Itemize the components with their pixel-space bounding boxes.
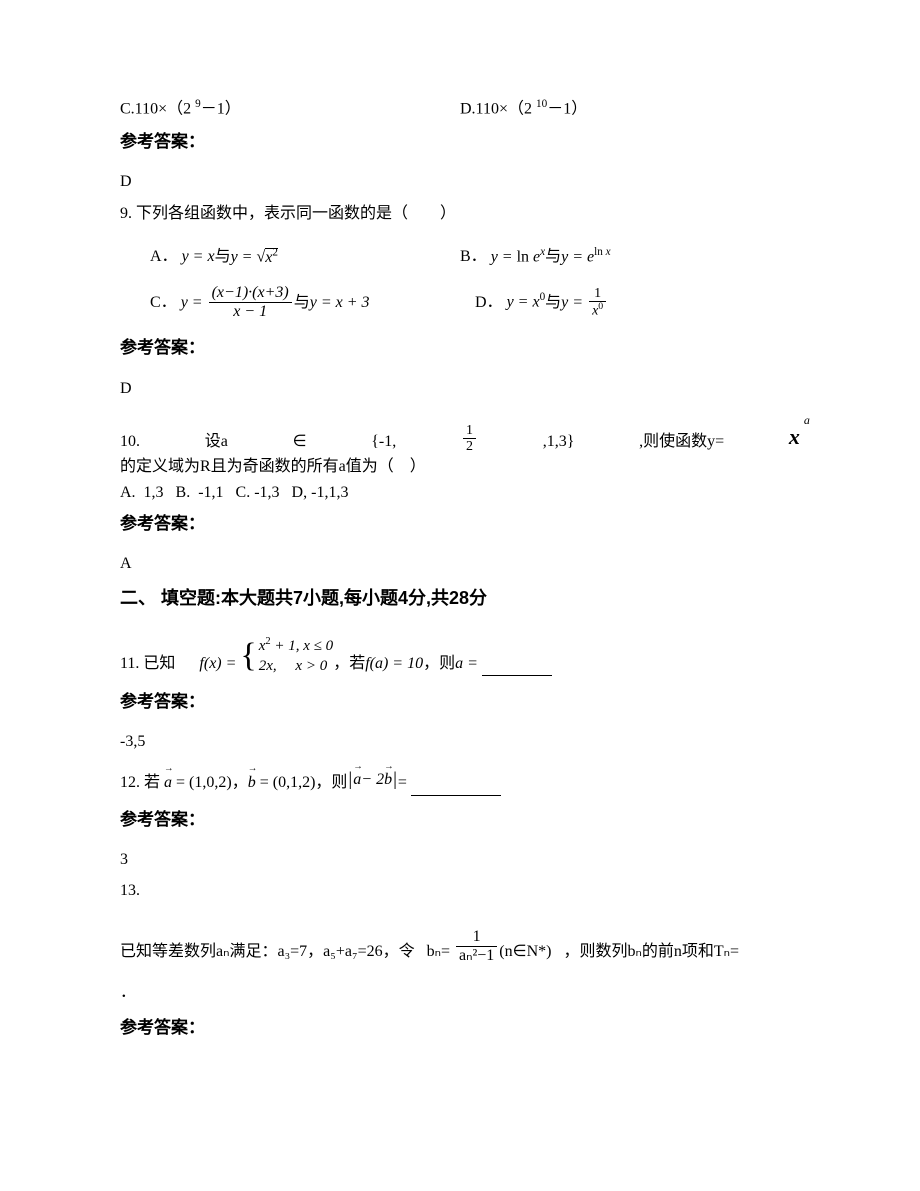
answer-label: 参考答案： (120, 334, 800, 361)
q11-cases: x2 + 1, x ≤ 0 2x, x > 0 (259, 635, 333, 676)
q10-p4: {-1, (371, 429, 396, 455)
q10-p3: ∈ (293, 429, 307, 455)
section-2-title: 二、 填空题:本大题共7小题,每小题4分,共28分 (120, 584, 800, 613)
q9-c-frac: (x−1)·(x+3) x − 1 (209, 284, 292, 320)
q9-b-sep: 与 (545, 244, 561, 270)
q13-bn-num: 1 (456, 928, 497, 947)
q9-b-label: B． (460, 244, 487, 270)
q9-row-cd: C． y = (x−1)·(x+3) x − 1 与 y = x + 3 D． … (120, 284, 800, 320)
q11-aeq: a = (455, 651, 478, 677)
q13-row: 已知等差数列aₙ满足：a₃=7，a₅+a₇=26，令 bₙ= 1 aₙ²−1 (… (120, 928, 800, 964)
q9-row-ab: A． y = x 与 y = √x2 B． y = ln ex 与 y = el… (120, 244, 800, 270)
q9-stem: 9. 下列各组函数中，表示同一函数的是（ ） (120, 201, 800, 227)
q13-pre: 已知等差数列aₙ满足：a₃=7，a₅+a₇=26，令 (120, 939, 415, 965)
exam-page: C.110×（2 9－1） D.110×（2 10－1） 参考答案： D 9. … (0, 0, 920, 1191)
q9-option-d: D． y = x0 与 y = 1 x0 (445, 286, 800, 319)
q9-c-sep: 与 (294, 290, 310, 316)
q9-d-den: x0 (589, 302, 606, 319)
q13-cond: (n∈N*) (499, 939, 551, 965)
q10-frac: 1 2 (463, 423, 476, 455)
q10-line1: 10. 设a ∈ {-1, 1 2 ,1,3} ,则使函数y= xa (120, 419, 800, 454)
answer-value: 3 (120, 847, 800, 873)
q9-d-math1: y = x0 (507, 289, 546, 315)
q9-option-c: C． y = (x−1)·(x+3) x − 1 与 y = x + 3 (120, 284, 445, 320)
q11-mid1: ，若 (333, 651, 365, 677)
q12-va: a = (1,0,2) (164, 770, 232, 796)
q9-c-eq: y = (181, 290, 203, 316)
q12-mid: ，则 (315, 770, 347, 796)
q9-a-math: y = x (182, 244, 215, 270)
answer-value: D (120, 169, 800, 195)
q11-brace: { x2 + 1, x ≤ 0 2x, x > 0 (240, 635, 333, 676)
q11-fa: f(a) = 10 (365, 651, 423, 677)
q10-frac-den: 2 (463, 439, 476, 454)
q9-d-frac: 1 x0 (589, 286, 606, 319)
q10-frac-num: 1 (463, 423, 476, 439)
answer-label: 参考答案： (120, 806, 800, 833)
q13-bn-eq: bₙ= (427, 939, 450, 965)
q12-abs: a − 2b (347, 765, 397, 796)
q11-fx: f(x) = (199, 651, 236, 677)
q12-pre: 12. 若 (120, 770, 160, 796)
q10-p1: 10. (120, 429, 140, 455)
q9-option-a: A． y = x 与 y = √x2 (120, 244, 460, 270)
q12-abs-mid: − 2 (361, 767, 384, 793)
answer-label: 参考答案： (120, 688, 800, 715)
q12-eq: = (398, 770, 407, 796)
blank-line (482, 659, 552, 676)
prev-options-row: C.110×（2 9－1） D.110×（2 10－1） (120, 96, 800, 122)
q11-case2: 2x, x > 0 (259, 657, 333, 677)
q12-abs-b: b (384, 767, 392, 793)
q9-a-math2: y = √x2 (231, 244, 278, 270)
q10-opts: A. 1,3 B. -1,1 C. -1,3 D, -1,1,3 (120, 480, 800, 506)
q9-c-den: x − 1 (209, 303, 292, 321)
q13-dot: ． (120, 980, 800, 1006)
q9-a-label: A． (150, 244, 178, 270)
answer-value: D (120, 376, 800, 402)
q10-p5: ,1,3} (543, 429, 575, 455)
q12-abs-a: a (353, 767, 361, 793)
q10-line2: 的定义域为R且为奇函数的所有a值为（ ） (120, 454, 800, 480)
answer-label: 参考答案： (120, 1014, 800, 1041)
q9-a-sep: 与 (215, 244, 231, 270)
q11-mid2: ，则 (423, 651, 455, 677)
q13-post: ，则数列bₙ的前n项和Tₙ= (563, 939, 739, 965)
q11-row: 11. 已知 f(x) = { x2 + 1, x ≤ 0 2x, x > 0 … (120, 635, 800, 676)
q13-num: 13. (120, 878, 800, 904)
answer-value: A (120, 551, 800, 577)
q9-d-label: D． (475, 290, 503, 316)
opt-d-text: D.110×（2 10－1） (460, 96, 587, 122)
prev-option-c: C.110×（2 9－1） (120, 96, 460, 122)
q12-sep1: ， (232, 770, 248, 796)
q9-d-num: 1 (589, 286, 606, 302)
q10-p6: ,则使函数y= (639, 429, 724, 455)
q9-b-math2: y = eln x (561, 244, 610, 270)
q9-c-num: (x−1)·(x+3) (209, 284, 292, 303)
q11-pre: 11. 已知 (120, 651, 175, 677)
q9-c-label: C． (150, 290, 177, 316)
q10-xa: xa (789, 419, 800, 454)
q12-vb: b = (0,1,2) (248, 770, 316, 796)
q9-option-b: B． y = ln ex 与 y = eln x (460, 244, 800, 270)
q13-bn-den: aₙ²−1 (456, 947, 497, 965)
q9-d-sep: 与 (545, 290, 561, 316)
answer-label: 参考答案： (120, 510, 800, 537)
answer-label: 参考答案： (120, 128, 800, 155)
q10-p2: 设a (205, 429, 228, 455)
q9-b-math1: y = ln ex (491, 244, 545, 270)
q12-row: 12. 若 a = (1,0,2) ， b = (0,1,2) ，则 a − 2… (120, 765, 800, 796)
q9-c-math2: y = x + 3 (310, 290, 370, 316)
blank-line (411, 779, 501, 796)
q9-d-eq2: y = (561, 290, 583, 316)
answer-value: -3,5 (120, 729, 800, 755)
q11-case1: x2 + 1, x ≤ 0 (259, 635, 333, 657)
brace-icon: { (240, 639, 256, 673)
prev-option-d: D.110×（2 10－1） (460, 96, 800, 122)
q13-frac: 1 aₙ²−1 (456, 928, 497, 964)
opt-c-text: C.110×（2 9－1） (120, 96, 241, 122)
